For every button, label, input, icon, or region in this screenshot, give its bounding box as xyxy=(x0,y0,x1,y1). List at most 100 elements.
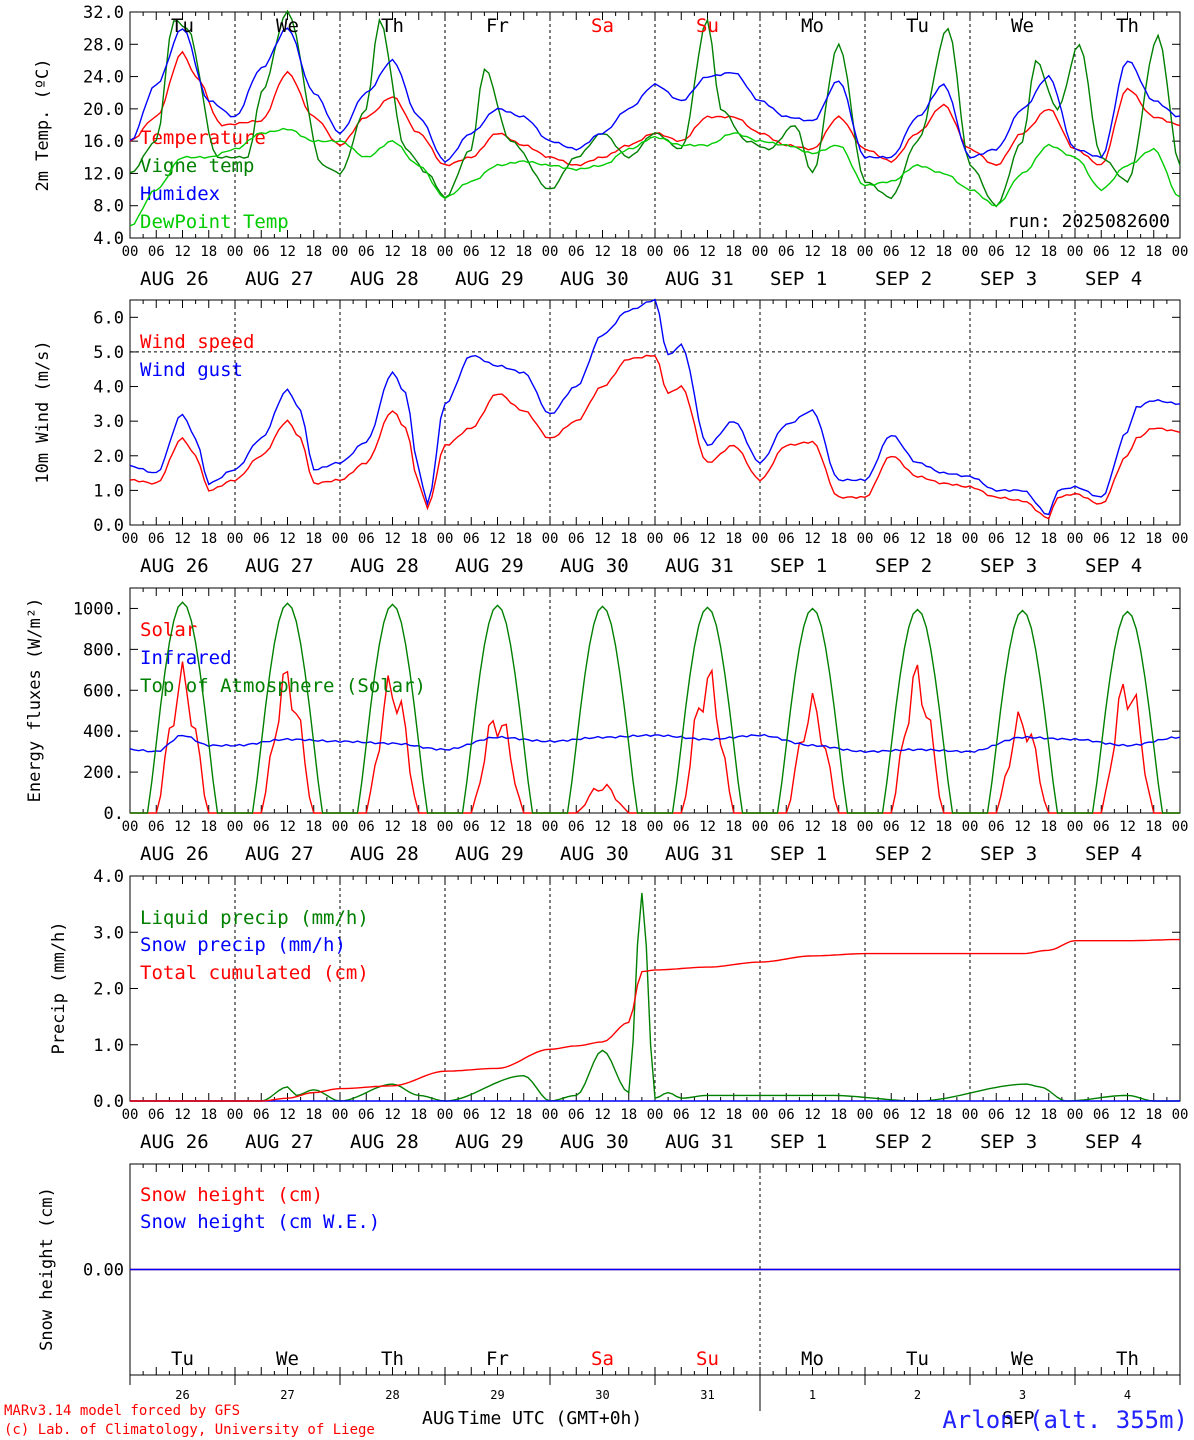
hour-label: 06 xyxy=(1093,819,1110,835)
hour-label: 06 xyxy=(358,819,375,835)
date-label: SEP 1 xyxy=(770,843,827,865)
date-label: SEP 4 xyxy=(1085,843,1142,865)
hour-label: 00 xyxy=(437,244,454,260)
hour-label: 00 xyxy=(122,531,139,547)
date-label: AUG 29 xyxy=(455,268,524,290)
hour-label: 12 xyxy=(594,244,611,260)
panel-1: 4.0 8.0 12.0 16.0 20.0 24.0 28.0 32.0 2m Temp. (… xyxy=(33,3,1188,290)
y-tick-label: 6.0 xyxy=(93,308,124,328)
date-label: SEP 3 xyxy=(980,555,1037,577)
date-label: AUG 27 xyxy=(245,1131,314,1153)
day-number: 29 xyxy=(490,1388,504,1402)
hour-label: 00 xyxy=(857,1107,874,1123)
hour-label: 06 xyxy=(673,531,690,547)
hour-label: 00 xyxy=(962,819,979,835)
hour-label: 00 xyxy=(332,244,349,260)
weekday-label: Su xyxy=(696,1348,719,1370)
hour-label: 12 xyxy=(1014,244,1031,260)
y-tick-label: 1.0 xyxy=(93,481,124,501)
hour-label: 18 xyxy=(620,1107,637,1123)
weekday-label: Mo xyxy=(801,15,824,37)
hour-label: 12 xyxy=(594,531,611,547)
y-tick-label: 0. xyxy=(104,804,124,824)
hour-label: 18 xyxy=(725,244,742,260)
hour-label: 18 xyxy=(305,531,322,547)
legend-entry: Snow height (cm) xyxy=(140,1184,323,1206)
hour-label: 12 xyxy=(804,244,821,260)
series-line xyxy=(130,601,1180,814)
hour-label: 06 xyxy=(463,244,480,260)
weekday-label: Tu xyxy=(906,15,929,37)
y-tick-label: 1000. xyxy=(73,599,124,619)
hour-label: 00 xyxy=(962,244,979,260)
hour-label: 06 xyxy=(988,819,1005,835)
hour-label: 18 xyxy=(410,531,427,547)
hour-label: 18 xyxy=(1145,819,1162,835)
hour-label: 00 xyxy=(332,819,349,835)
weekday-label: Th xyxy=(381,1348,404,1370)
date-label: AUG 28 xyxy=(350,843,419,865)
hour-label: 06 xyxy=(358,1107,375,1123)
hour-label: 18 xyxy=(1040,531,1057,547)
y-tick-label: 600. xyxy=(83,681,124,701)
hour-label: 18 xyxy=(725,1107,742,1123)
hour-label: 06 xyxy=(358,244,375,260)
y-axis-label: Snow height (cm) xyxy=(37,1187,57,1351)
y-tick-label: 3.0 xyxy=(93,923,124,943)
hour-label: 00 xyxy=(437,819,454,835)
y-tick-label: 400. xyxy=(83,722,124,742)
hour-label: 06 xyxy=(988,531,1005,547)
date-label: AUG 30 xyxy=(560,843,629,865)
series-line xyxy=(130,938,1180,1102)
hour-label: 06 xyxy=(673,819,690,835)
hour-label: 12 xyxy=(699,531,716,547)
hour-label: 06 xyxy=(673,244,690,260)
y-axis-label: 10m Wind (m/s) xyxy=(33,340,53,483)
hour-label: 06 xyxy=(1093,1107,1110,1123)
y-tick-label: 20.0 xyxy=(83,100,124,120)
hour-label: 06 xyxy=(568,531,585,547)
hour-label: 12 xyxy=(174,819,191,835)
series-line xyxy=(129,50,1181,167)
y-tick-label: 8.0 xyxy=(93,197,124,217)
hour-label: 06 xyxy=(148,1107,165,1123)
hour-label: 12 xyxy=(909,819,926,835)
hour-label: 00 xyxy=(752,244,769,260)
y-tick-label: 2.0 xyxy=(93,447,124,467)
legend-entry: Solar xyxy=(140,619,197,641)
hour-label: 06 xyxy=(778,819,795,835)
hour-label: 00 xyxy=(1172,1107,1189,1123)
hour-label: 06 xyxy=(1093,244,1110,260)
date-label: AUG 31 xyxy=(665,843,734,865)
hour-label: 18 xyxy=(200,819,217,835)
hour-label: 00 xyxy=(857,244,874,260)
day-number: 31 xyxy=(700,1388,714,1402)
hour-label: 00 xyxy=(857,531,874,547)
hour-label: 00 xyxy=(122,1107,139,1123)
date-label: AUG 31 xyxy=(665,1131,734,1153)
date-label: AUG 28 xyxy=(350,1131,419,1153)
hour-label: 12 xyxy=(1014,1107,1031,1123)
hour-label: 18 xyxy=(725,531,742,547)
weekday-label: Su xyxy=(696,15,719,37)
hour-label: 00 xyxy=(122,244,139,260)
day-number: 2 xyxy=(914,1388,921,1402)
date-label: SEP 2 xyxy=(875,268,932,290)
legend-entry: Liquid precip (mm/h) xyxy=(140,907,369,929)
legend-entry: Temperature xyxy=(140,127,266,149)
date-label: SEP 2 xyxy=(875,555,932,577)
hour-label: 00 xyxy=(1067,1107,1084,1123)
hour-label: 06 xyxy=(148,819,165,835)
bottom-month-right: SEP xyxy=(1002,1408,1035,1429)
date-label: SEP 1 xyxy=(770,1131,827,1153)
time-axis-label: Time UTC (GMT+0h) xyxy=(458,1408,642,1429)
hour-label: 12 xyxy=(804,1107,821,1123)
hour-label: 06 xyxy=(148,531,165,547)
date-label: AUG 26 xyxy=(140,555,209,577)
hour-label: 00 xyxy=(752,531,769,547)
hour-label: 18 xyxy=(305,1107,322,1123)
weekday-label: Tu xyxy=(171,1348,194,1370)
hour-label: 12 xyxy=(1119,531,1136,547)
hour-label: 00 xyxy=(647,1107,664,1123)
weekday-label: Fr xyxy=(486,1348,509,1370)
